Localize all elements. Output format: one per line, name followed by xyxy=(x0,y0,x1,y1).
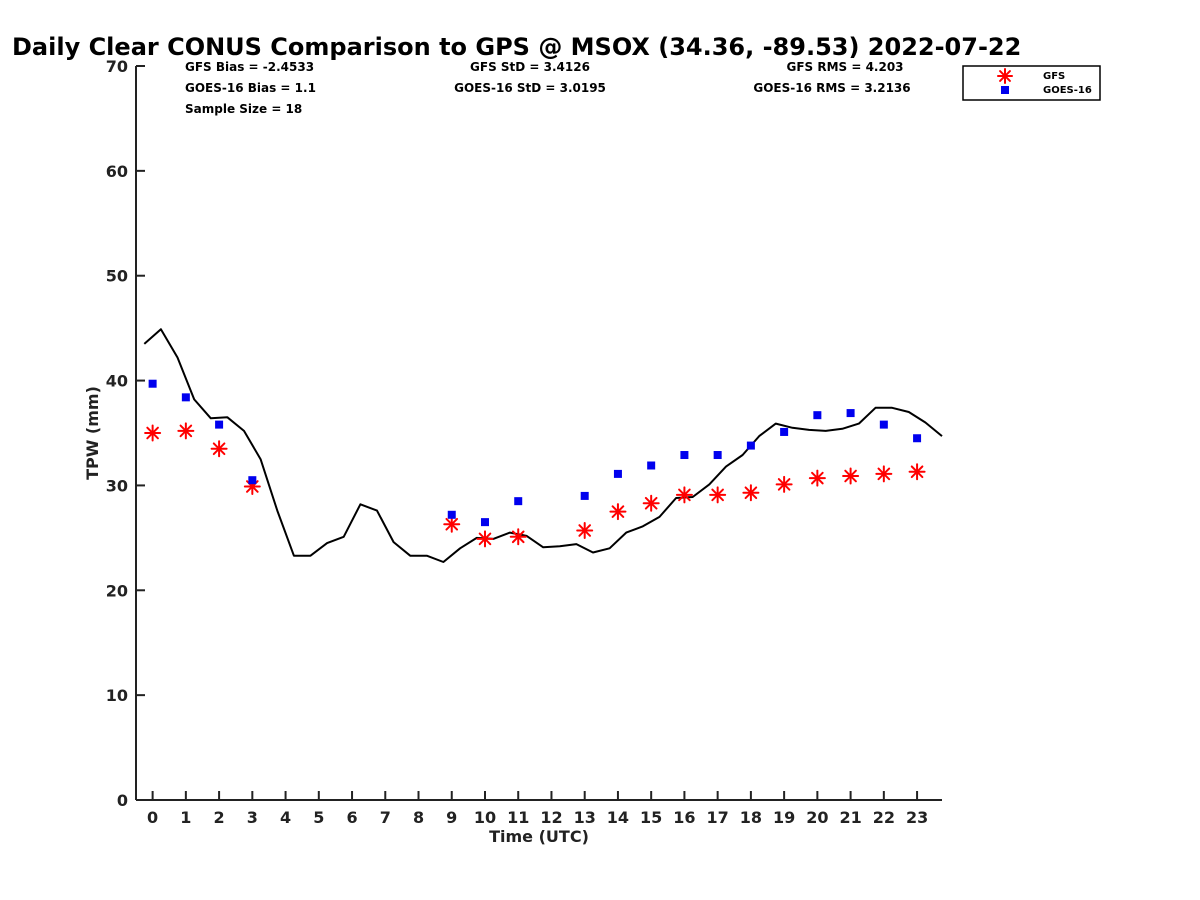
gps-line xyxy=(143,328,943,563)
x-tick-label: 17 xyxy=(707,808,729,827)
gfs-point xyxy=(609,503,627,521)
gfs-point xyxy=(908,463,926,481)
x-tick-label: 13 xyxy=(574,808,596,827)
gfs-bias: GFS Bias = -2.4533 xyxy=(185,60,314,74)
legend-gfs-marker xyxy=(997,68,1013,84)
gfs-point xyxy=(443,515,461,533)
gfs-std: GFS StD = 3.4126 xyxy=(470,60,590,74)
goes-std: GOES-16 StD = 3.0195 xyxy=(454,81,606,95)
gfs-point xyxy=(509,528,527,546)
x-tick-label: 6 xyxy=(346,808,357,827)
goes-point xyxy=(181,393,190,402)
x-tick-label: 10 xyxy=(474,808,496,827)
x-tick-label: 18 xyxy=(740,808,762,827)
x-tick-label: 23 xyxy=(906,808,928,827)
sample-size: Sample Size = 18 xyxy=(185,102,302,116)
goes-point xyxy=(879,420,888,429)
goes-bias: GOES-16 Bias = 1.1 xyxy=(185,81,316,95)
x-tick-label: 3 xyxy=(247,808,258,827)
x-tick-label: 20 xyxy=(806,808,828,827)
series-layer xyxy=(143,328,943,563)
x-tick-label: 7 xyxy=(380,808,391,827)
gfs-point xyxy=(144,424,162,442)
goes-point xyxy=(613,469,622,478)
x-axis-label: Time (UTC) xyxy=(489,827,589,846)
x-tick-label: 22 xyxy=(873,808,895,827)
gfs-point xyxy=(576,522,594,540)
legend-goes-marker xyxy=(1001,86,1009,94)
x-tick-label: 21 xyxy=(839,808,861,827)
gfs-point xyxy=(875,465,893,483)
legend-gfs-label: GFS xyxy=(1043,71,1065,82)
x-tick-label: 1 xyxy=(180,808,191,827)
y-tick-label: 70 xyxy=(106,57,128,76)
stats-block: GFS Bias = -2.4533 GOES-16 Bias = 1.1 Sa… xyxy=(185,60,911,116)
y-tick-label: 50 xyxy=(106,267,128,286)
x-tick-label: 15 xyxy=(640,808,662,827)
gfs-point xyxy=(709,486,727,504)
legend: GFS GOES-16 xyxy=(962,65,1101,101)
gfs-point xyxy=(675,486,693,504)
goes-point xyxy=(913,434,922,443)
gfs-point xyxy=(808,469,826,487)
y-axis-label: TPW (mm) xyxy=(83,386,102,480)
y-tick-label: 40 xyxy=(106,372,128,391)
x-tick-label: 4 xyxy=(280,808,291,827)
gfs-point xyxy=(210,440,228,458)
gfs-point xyxy=(775,475,793,493)
goes-point xyxy=(846,409,855,418)
goes-point xyxy=(514,497,523,506)
y-tick-label: 0 xyxy=(117,791,128,810)
gfs-point xyxy=(842,467,860,485)
goes-point xyxy=(248,476,257,485)
goes-point xyxy=(580,491,589,500)
y-tick-label: 20 xyxy=(106,581,128,600)
x-tick-label: 0 xyxy=(147,808,158,827)
gfs-rms: GFS RMS = 4.203 xyxy=(786,60,903,74)
gfs-point xyxy=(742,484,760,502)
gfs-point xyxy=(177,422,195,440)
chart-title: Daily Clear CONUS Comparison to GPS @ MS… xyxy=(12,33,1021,61)
y-tick-label: 60 xyxy=(106,162,128,181)
x-tick-label: 16 xyxy=(673,808,695,827)
x-tick-label: 12 xyxy=(540,808,562,827)
x-tick-label: 2 xyxy=(214,808,225,827)
y-tick-label: 10 xyxy=(106,686,128,705)
goes-point xyxy=(647,461,656,470)
gfs-point xyxy=(476,530,494,548)
goes-point xyxy=(746,441,755,450)
goes-point xyxy=(447,510,456,519)
goes-point xyxy=(480,518,489,527)
x-tick-label: 5 xyxy=(313,808,324,827)
goes-point xyxy=(780,427,789,436)
goes-rms: GOES-16 RMS = 3.2136 xyxy=(753,81,910,95)
x-tick-label: 8 xyxy=(413,808,424,827)
goes-point xyxy=(148,379,157,388)
y-tick-label: 30 xyxy=(106,476,128,495)
legend-box xyxy=(962,65,1101,101)
x-tick-label: 14 xyxy=(607,808,629,827)
x-tick-label: 11 xyxy=(507,808,529,827)
x-tick-label: 19 xyxy=(773,808,795,827)
goes-point xyxy=(215,420,224,429)
x-tick-label: 9 xyxy=(446,808,457,827)
legend-goes-label: GOES-16 xyxy=(1043,85,1092,96)
goes-point xyxy=(713,451,722,460)
goes-point xyxy=(680,451,689,460)
goes-point xyxy=(813,411,822,420)
legend-gfs-asterisk xyxy=(997,68,1013,84)
gfs-point xyxy=(642,494,660,512)
